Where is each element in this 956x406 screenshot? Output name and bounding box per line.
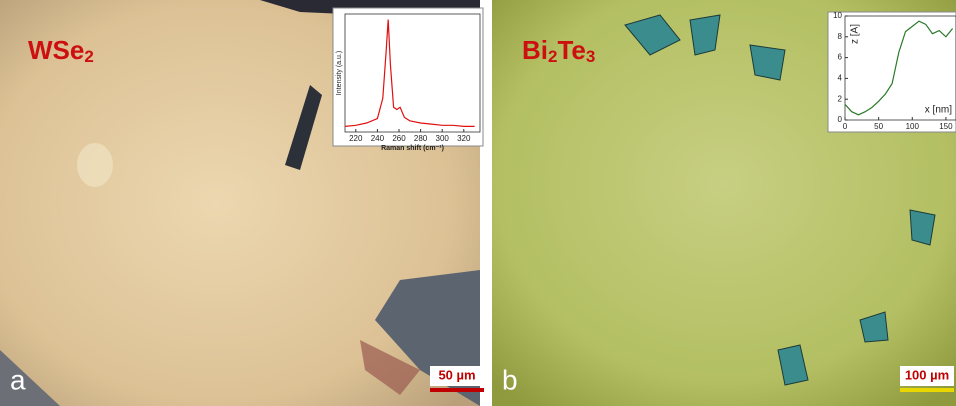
scale-bar-label: 100 µm — [905, 367, 949, 382]
subscript: 3 — [586, 47, 595, 66]
x-tick-label: 150 — [939, 122, 953, 131]
y-tick-label: 10 — [833, 11, 842, 20]
x-tick-label: 260 — [392, 134, 406, 143]
x-tick-label: 50 — [874, 122, 883, 131]
x-tick-label: 0 — [843, 122, 848, 131]
subscript: 2 — [548, 47, 557, 66]
x-axis-label: Raman shift (cm⁻¹) — [381, 145, 444, 152]
y-tick-label: 0 — [838, 115, 843, 124]
scale-bar — [430, 388, 484, 392]
y-tick-label: 8 — [838, 32, 843, 41]
x-axis-label: x [nm] — [925, 105, 952, 116]
figure: WSe2a50 µm220240260280300320Raman shift … — [0, 0, 956, 406]
material-label: WSe2 — [28, 35, 94, 67]
scale-bar-label: 50 µm — [438, 367, 475, 382]
scale-bar — [900, 388, 954, 392]
x-tick-label: 300 — [436, 134, 450, 143]
formula-part: Bi — [522, 35, 548, 65]
page: WSe2a50 µm220240260280300320Raman shift … — [0, 0, 956, 406]
x-tick-label: 280 — [414, 134, 428, 143]
panel-letter: b — [502, 364, 518, 395]
material-label: Bi2Te3 — [522, 35, 595, 67]
panel-letter: a — [10, 364, 26, 395]
formula-part: Te — [557, 35, 585, 65]
y-tick-label: 4 — [838, 74, 843, 83]
x-tick-label: 320 — [457, 134, 471, 143]
y-axis-label: Intensity (a.u.) — [336, 51, 343, 95]
y-axis-label: z [A] — [850, 24, 861, 44]
x-tick-label: 240 — [371, 134, 385, 143]
x-tick-label: 220 — [349, 134, 363, 143]
formula-part: WSe — [28, 35, 84, 65]
x-tick-label: 100 — [906, 122, 920, 131]
y-tick-label: 2 — [838, 94, 843, 103]
y-tick-label: 6 — [838, 53, 843, 62]
subscript: 2 — [84, 47, 93, 66]
